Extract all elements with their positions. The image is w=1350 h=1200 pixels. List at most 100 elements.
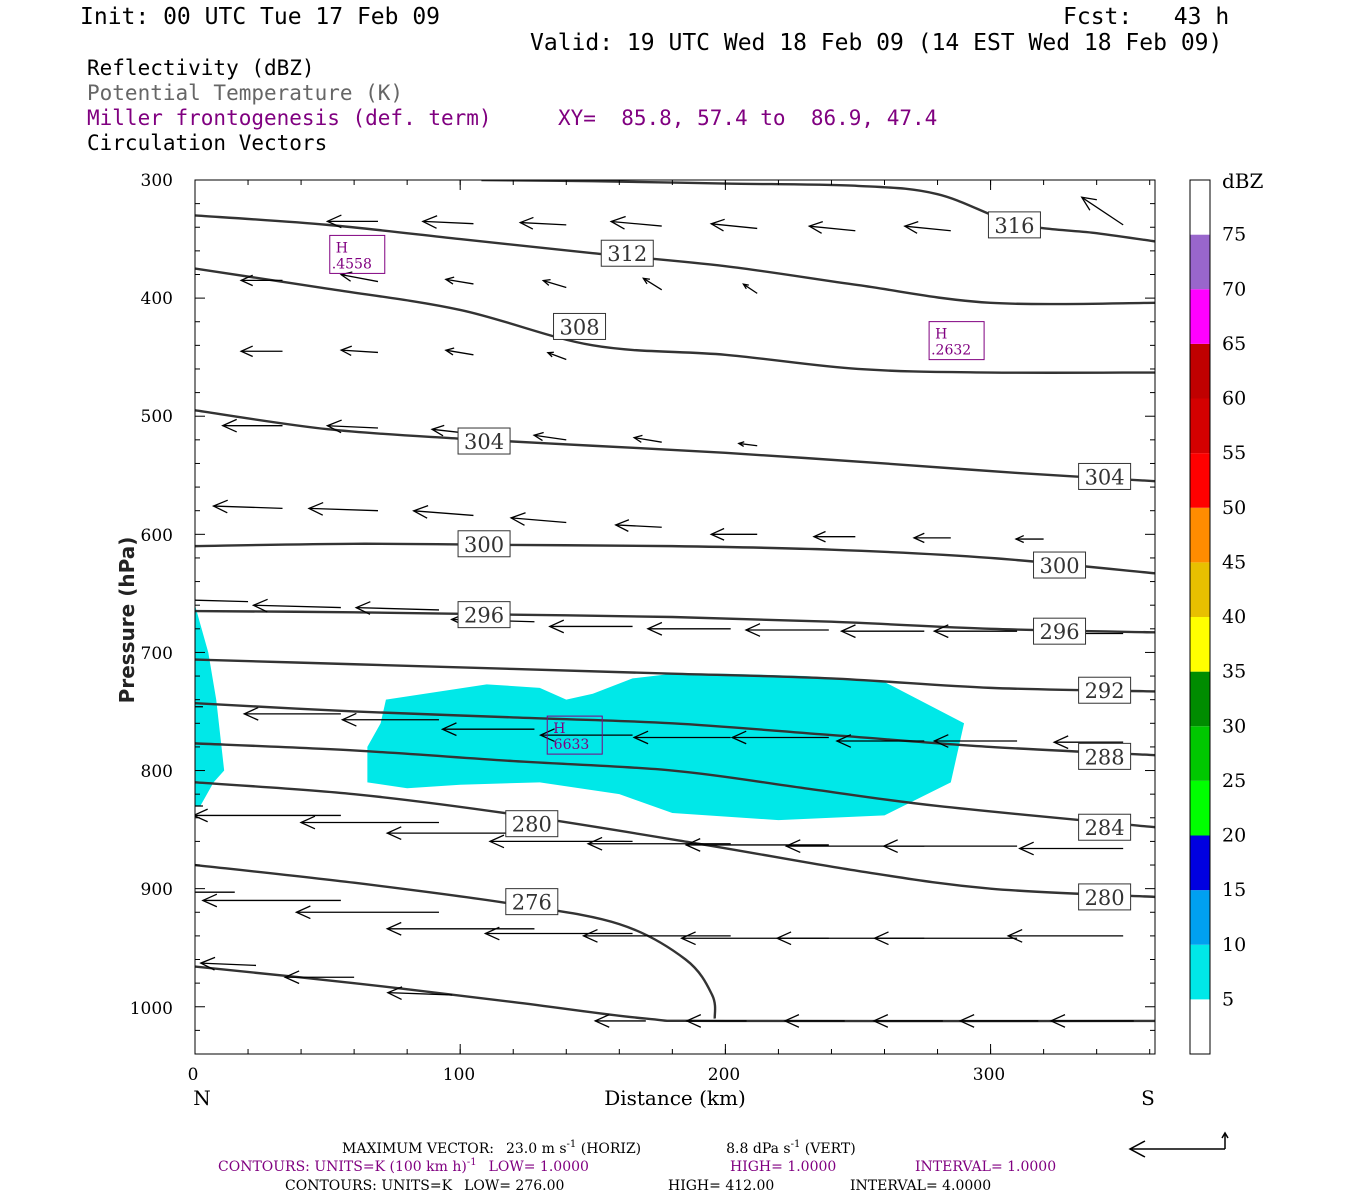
colorbar-bin [1190,180,1210,235]
vector-arrowhead [385,826,402,841]
theta-contour [195,214,1155,306]
plot-frame [194,179,1156,1055]
frontogenesis-max-box [546,715,603,755]
vector-arrowhead [1018,841,1034,856]
vector-arrowhead [354,601,371,615]
vector-arrowhead [165,593,179,606]
vector-arrowhead [541,278,551,286]
frontogenesis-max-symbol: H [336,240,348,256]
y-tick-label: 1000 [130,999,173,1019]
vector-arrowhead [294,905,311,920]
vector-arrowhead [737,441,745,447]
vector-arrowhead [1049,1014,1066,1028]
contour-label-box [1078,883,1132,911]
contour-label-box [600,239,654,267]
contour-label-box [553,312,607,340]
colorbar-bin [1190,890,1210,945]
vector-arrowhead [339,345,353,356]
vector-arrowhead [283,970,300,985]
colorbar-label: 10 [1222,934,1246,956]
circulation-vector [711,223,758,230]
footer-contours-theta: CONTOURS: UNITS=K LOW= 276.00 HIGH= 412.00… [285,1178,991,1194]
theta-contour [195,702,1155,757]
colorbar-bin [1190,507,1210,563]
theta-contour [481,180,1155,243]
y-tick-label: 600 [141,526,173,546]
x-tick-label: 200 [708,1065,740,1085]
y-axis-title: Pressure (hPa) [115,537,139,704]
vector-arrowhead [106,886,120,899]
circulation-vector [904,225,951,232]
vector-arrowhead [386,986,403,1001]
frontogenesis-max-box [329,234,386,274]
reflectivity-region [367,673,965,821]
vector-arrowhead [742,283,749,290]
vector-arrowhead [1052,735,1069,750]
vector-arrowhead [325,419,342,434]
circulation-vector [642,277,663,291]
vector-arrowhead [307,501,324,516]
circulation-vector [615,524,662,528]
colorbar-bin [1190,835,1210,891]
colorbar-bin [1190,671,1210,727]
vector-arrowhead [385,921,402,936]
contour-label: 296 [464,604,504,628]
y-tick-label: 300 [141,171,173,191]
vector-arrowhead [548,619,565,634]
contour-label-box [457,427,511,455]
vector-arrowhead [872,931,889,946]
theta-contour [195,658,1155,693]
colorbar-label: 60 [1222,388,1246,410]
x-tick-label: 100 [443,1065,475,1085]
colorbar-label: 15 [1222,879,1246,901]
contour-label-box [1033,617,1087,645]
colorbar-bin [1190,780,1210,836]
vector-arrowhead [65,800,79,813]
vector-arrowhead [882,839,898,854]
colorbar-label: 75 [1222,224,1246,246]
contour-label-box [1078,676,1132,704]
circulation-vector [634,436,662,443]
vector-arrowhead [444,347,455,356]
colorbar-label: 50 [1222,497,1246,519]
vector-arrowhead [912,532,925,544]
circulation-vector [422,220,474,225]
vector-arrowhead [325,214,342,229]
y-tick-label: 900 [141,880,173,900]
circulation-vectors [65,196,1134,1028]
vector-arrowhead [807,221,823,234]
circulation-vector [743,283,758,294]
circulation-vector [213,505,283,509]
colorbar-title: dBZ [1222,169,1264,193]
colorbar-label: 25 [1222,770,1246,792]
contour-label: 288 [1085,745,1125,769]
contour-label: 300 [1039,554,1079,578]
vector-arrowhead [340,712,357,727]
vector-arrowhead [783,1014,800,1028]
vector-arrowhead [581,928,598,943]
theta-contour [195,609,1155,634]
circulation-vector [543,279,567,289]
circulation-vector [327,425,379,429]
circulation-vector [1081,196,1124,226]
colorbar-label: 65 [1222,333,1246,355]
colorbar-label: 45 [1222,551,1246,573]
reflectivity-layer [195,605,965,821]
circulation-vector [200,962,257,967]
vector-arrowhead [593,1014,610,1028]
contour-labels: 316 312 308 304 304 300 300 296 296 292 288 284 280 2… [457,211,1132,916]
forecast-hour: Fcst: 43 h [1063,4,1230,30]
colorbar-bin [1190,999,1210,1054]
frontogenesis-max-value: .6633 [549,737,589,753]
colorbar-label: 70 [1222,278,1246,300]
circulation-vector [611,220,662,227]
vector-arrowhead [239,274,253,287]
frontogenesis-max-value: .2632 [931,343,971,359]
frontogenesis-max-symbol: H [935,327,947,343]
contour-label-box [457,601,511,629]
circulation-vector [308,507,379,512]
circulation-vector [520,221,567,226]
colorbar-bin [1190,398,1210,454]
contour-label-box [1078,742,1132,770]
vector-arrowhead [958,1014,975,1028]
